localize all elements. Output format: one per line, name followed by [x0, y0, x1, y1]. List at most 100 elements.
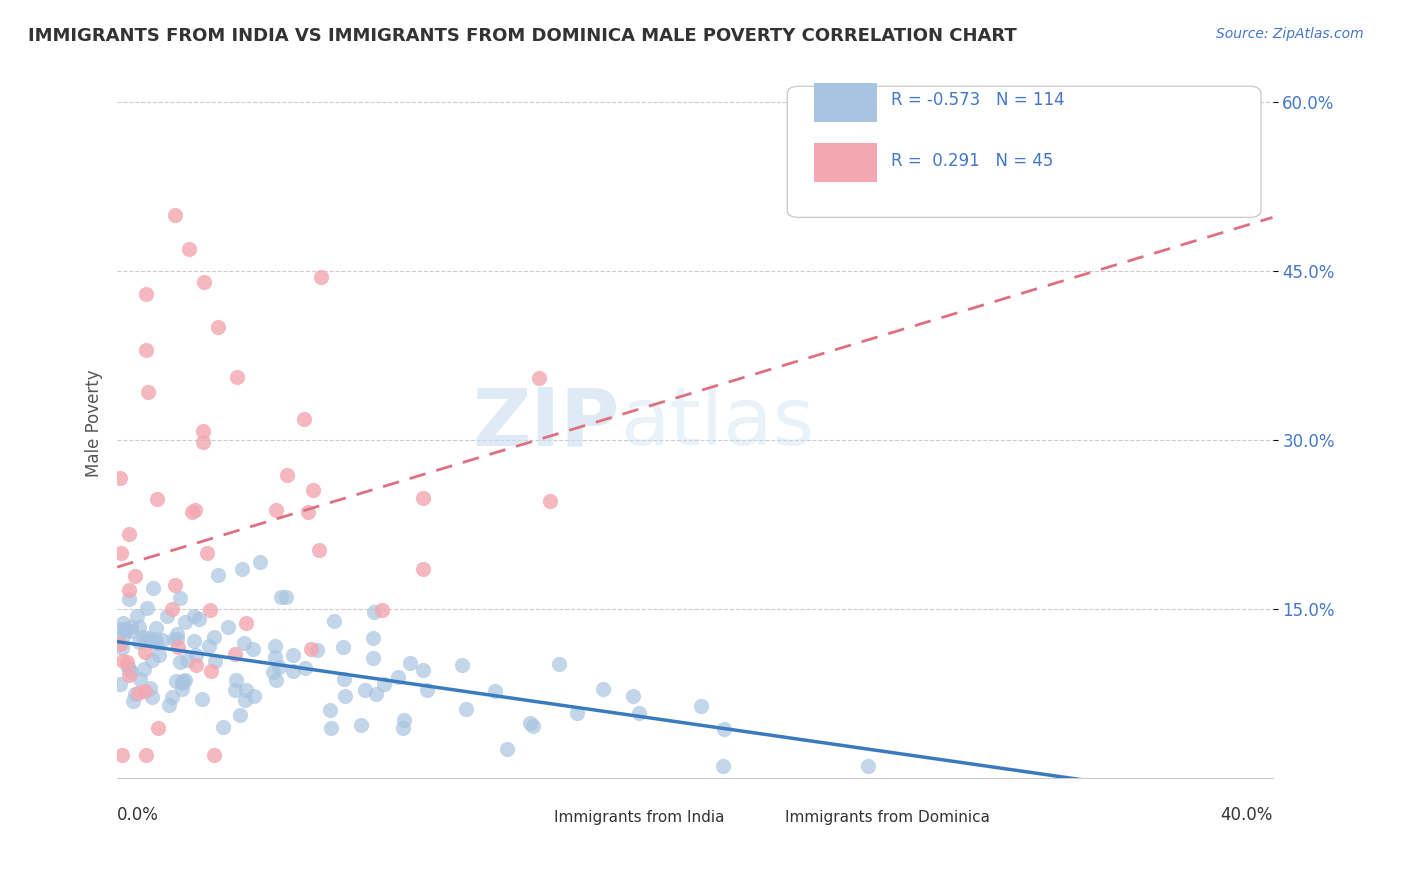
Point — [111, 654, 134, 668]
Point — [335, 689, 357, 703]
Point — [270, 590, 292, 604]
Point — [235, 692, 257, 706]
Text: 40.0%: 40.0% — [1220, 805, 1272, 824]
Point — [233, 635, 256, 649]
Point — [262, 665, 284, 679]
Point — [108, 471, 131, 485]
Point — [202, 630, 225, 644]
Point — [361, 632, 384, 646]
Text: atlas: atlas — [620, 384, 814, 462]
Point — [111, 615, 134, 630]
Point — [193, 435, 215, 450]
Point — [110, 622, 132, 636]
Point — [454, 701, 477, 715]
Point — [592, 682, 614, 697]
Point — [170, 681, 193, 696]
Point — [142, 581, 165, 595]
Point — [145, 636, 167, 650]
Point — [217, 620, 239, 634]
Point — [567, 706, 589, 720]
Point — [143, 632, 166, 646]
Text: 0.0%: 0.0% — [117, 805, 159, 824]
Point — [134, 684, 156, 698]
Point — [202, 747, 225, 762]
Point — [197, 640, 219, 654]
Point — [135, 601, 157, 615]
Point — [157, 698, 180, 712]
Point — [120, 624, 142, 638]
Point — [225, 673, 247, 687]
Point — [412, 562, 434, 576]
Point — [167, 640, 190, 655]
Point — [522, 719, 544, 733]
Point — [373, 677, 395, 691]
Point — [319, 721, 342, 735]
Point — [235, 616, 257, 631]
Point — [308, 543, 330, 558]
Point — [186, 648, 208, 662]
Point — [276, 590, 298, 604]
Point — [146, 491, 169, 506]
Point — [204, 654, 226, 668]
Point — [193, 276, 215, 290]
Text: ZIP: ZIP — [472, 384, 620, 462]
Point — [145, 621, 167, 635]
Point — [146, 721, 169, 735]
Point — [412, 491, 434, 506]
Point — [135, 747, 157, 762]
Point — [110, 546, 132, 560]
Point — [134, 645, 156, 659]
Point — [184, 658, 207, 673]
Point — [108, 676, 131, 690]
Point — [179, 242, 201, 256]
Point — [174, 615, 197, 629]
Point — [363, 606, 385, 620]
Point — [132, 661, 155, 675]
Point — [165, 578, 187, 592]
Point — [122, 694, 145, 708]
Point — [224, 683, 246, 698]
Point — [229, 708, 252, 723]
Point — [538, 493, 561, 508]
Point — [170, 675, 193, 690]
Point — [519, 716, 541, 731]
FancyBboxPatch shape — [747, 804, 776, 830]
Point — [484, 684, 506, 698]
Y-axis label: Male Poverty: Male Poverty — [86, 369, 103, 477]
Point — [211, 720, 233, 734]
Point — [169, 591, 191, 605]
FancyBboxPatch shape — [814, 83, 877, 121]
Text: Source: ZipAtlas.com: Source: ZipAtlas.com — [1216, 27, 1364, 41]
Point — [183, 633, 205, 648]
Point — [114, 624, 136, 638]
Point — [276, 468, 298, 483]
Point — [176, 653, 198, 667]
Point — [322, 614, 344, 628]
Point — [392, 722, 415, 736]
Point — [207, 567, 229, 582]
Point — [690, 699, 713, 714]
Point — [309, 270, 332, 285]
Point — [225, 370, 247, 384]
Point — [163, 632, 186, 647]
Point — [111, 641, 134, 656]
Point — [132, 630, 155, 644]
Point — [112, 630, 135, 644]
Point — [172, 674, 194, 689]
Point — [416, 682, 439, 697]
Point — [169, 655, 191, 669]
Point — [200, 664, 222, 678]
Point — [249, 555, 271, 569]
Point — [224, 647, 246, 661]
Point — [136, 385, 159, 400]
Point — [243, 689, 266, 703]
Point — [197, 546, 219, 560]
Point — [124, 569, 146, 583]
Point — [111, 747, 134, 762]
Point — [166, 674, 188, 689]
Point — [333, 672, 356, 686]
Point — [207, 320, 229, 334]
Point — [118, 591, 141, 606]
Point — [548, 657, 571, 671]
Point — [160, 690, 183, 704]
